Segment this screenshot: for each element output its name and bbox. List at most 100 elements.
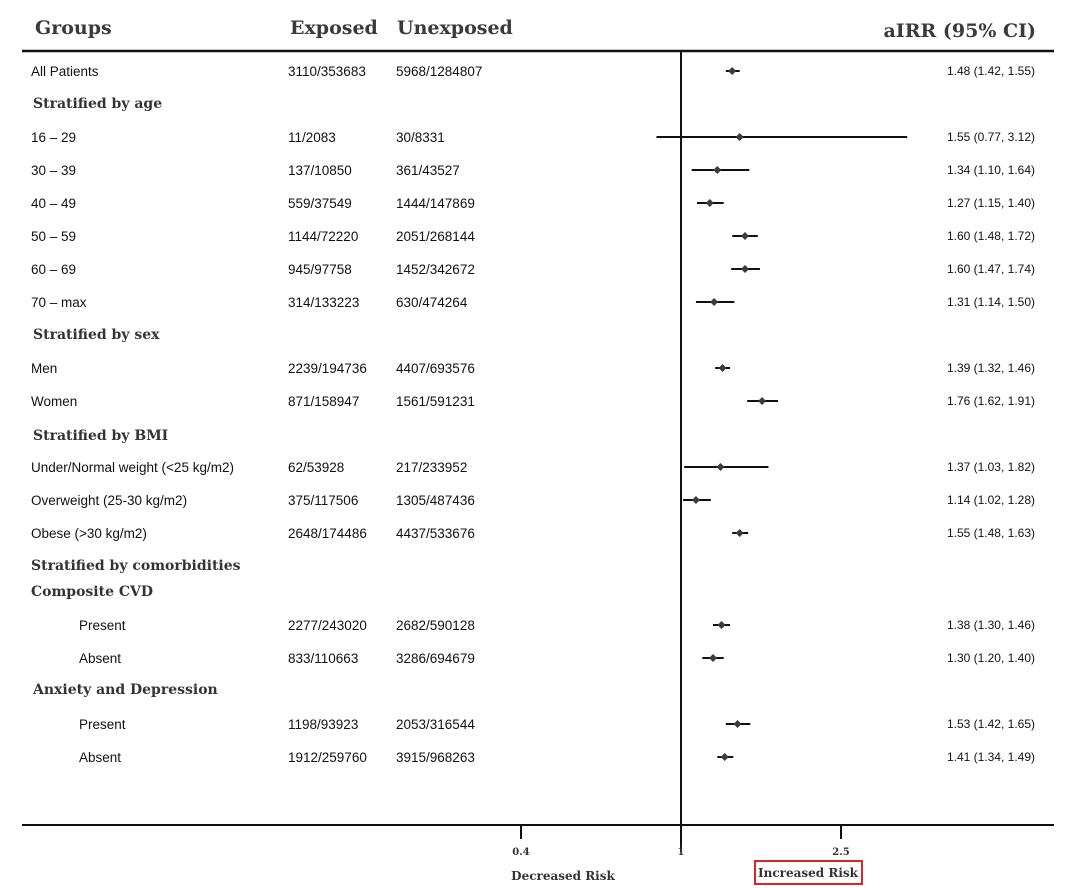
- row-unexposed: 30/8331: [396, 130, 445, 145]
- row-unexposed: 1452/342672: [396, 262, 475, 277]
- row-label: Obese (>30 kg/m2): [31, 526, 147, 541]
- forest-row: All Patients 3110/353683 5968/1284807 1.48 …: [31, 64, 1035, 79]
- row-exposed: 2239/194736: [288, 361, 367, 376]
- point-estimate: [728, 67, 737, 75]
- row-unexposed: 3286/694679: [396, 651, 475, 666]
- forest-row: 60 – 69 945/97758 1452/342672 1.60 (1.47, 1…: [31, 262, 1035, 277]
- header-airr: aIRR (95% CI): [884, 20, 1037, 42]
- row-ci-text: 1.34 (1.10, 1.64): [947, 163, 1035, 177]
- row-ci-text: 1.76 (1.62, 1.91): [947, 394, 1035, 408]
- row-unexposed: 1444/147869: [396, 196, 475, 211]
- section-anxiety: Anxiety and Depression: [32, 682, 218, 698]
- point-estimate: [709, 654, 717, 662]
- point-estimate: [691, 496, 700, 504]
- row-unexposed: 5968/1284807: [396, 64, 482, 79]
- forest-row: Men 2239/194736 4407/693576 1.39 (1.32, 1.4…: [31, 361, 1035, 376]
- header-groups: Groups: [35, 17, 112, 39]
- row-ci-text: 1.53 (1.42, 1.65): [947, 717, 1035, 731]
- row-exposed: 314/133223: [288, 295, 359, 310]
- point-estimate: [716, 463, 725, 471]
- point-estimate: [718, 364, 727, 372]
- x-tick-label: 2.5: [832, 847, 849, 858]
- row-label: 50 – 59: [31, 229, 76, 244]
- x-tick-label: 1: [678, 847, 685, 858]
- row-ci-text: 1.30 (1.20, 1.40): [947, 651, 1035, 665]
- x-axis-ticks: 0.4 1 2.5: [512, 825, 850, 858]
- row-label: 16 – 29: [31, 130, 76, 145]
- row-unexposed: 1305/487436: [396, 493, 475, 508]
- point-estimate: [717, 621, 726, 629]
- row-exposed: 2277/243020: [288, 618, 367, 633]
- row-exposed: 871/158947: [288, 394, 359, 409]
- header-unexposed: Unexposed: [397, 17, 513, 39]
- row-ci-text: 1.27 (1.15, 1.40): [947, 196, 1035, 210]
- row-label: All Patients: [31, 64, 99, 79]
- row-label: 40 – 49: [31, 196, 76, 211]
- row-label: Present: [79, 618, 126, 633]
- forest-row: 40 – 49 559/37549 1444/147869 1.27 (1.15, 1…: [31, 196, 1035, 211]
- forest-row: Overweight (25-30 kg/m2) 375/117506 1305/4…: [31, 493, 1035, 508]
- forest-row: Women 871/158947 1561/591231 1.76 (1.62, 1.…: [31, 394, 1035, 409]
- row-ci-text: 1.14 (1.02, 1.28): [947, 493, 1035, 507]
- row-exposed: 375/117506: [288, 493, 358, 508]
- forest-row: Absent 1912/259760 3915/968263 1.41 (1.34, …: [79, 750, 1035, 765]
- row-unexposed: 4407/693576: [396, 361, 475, 376]
- section-sex: Stratified by sex: [33, 327, 160, 343]
- row-unexposed: 3915/968263: [396, 750, 475, 765]
- row-exposed: 11/2083: [288, 130, 336, 145]
- section-bmi: Stratified by BMI: [33, 428, 168, 444]
- forest-row: 16 – 29 11/2083 30/8331 1.55 (0.77, 3.12): [31, 130, 1035, 145]
- row-ci-text: 1.60 (1.48, 1.72): [947, 229, 1035, 243]
- row-unexposed: 217/233952: [396, 460, 467, 475]
- forest-row: 50 – 59 1144/72220 2051/268144 1.60 (1.48, …: [31, 229, 1035, 244]
- section-age: Stratified by age: [33, 96, 162, 112]
- section-cvd: Composite CVD: [31, 584, 153, 600]
- row-label: 30 – 39: [31, 163, 76, 178]
- row-ci-text: 1.48 (1.42, 1.55): [947, 64, 1035, 78]
- row-ci-text: 1.37 (1.03, 1.82): [947, 460, 1035, 474]
- row-unexposed: 630/474264: [396, 295, 468, 310]
- point-estimate: [735, 133, 744, 141]
- forest-row: 30 – 39 137/10850 361/43527 1.34 (1.10, 1.6…: [31, 163, 1035, 178]
- row-exposed: 3110/353683: [288, 64, 366, 79]
- row-ci-text: 1.55 (0.77, 3.12): [947, 130, 1035, 144]
- point-estimate: [733, 720, 742, 728]
- header-exposed: Exposed: [290, 17, 378, 39]
- x-tick-label: 0.4: [512, 847, 529, 858]
- row-exposed: 945/97758: [288, 262, 352, 277]
- row-ci-text: 1.31 (1.14, 1.50): [947, 295, 1035, 309]
- row-exposed: 1912/259760: [288, 750, 367, 765]
- row-unexposed: 361/43527: [396, 163, 460, 178]
- row-ci-text: 1.55 (1.48, 1.63): [947, 526, 1035, 540]
- row-exposed: 1144/72220: [288, 229, 358, 244]
- data-rows: All Patients 3110/353683 5968/1284807 1.48 …: [31, 64, 1035, 765]
- point-estimate: [735, 529, 744, 537]
- row-unexposed: 2051/268144: [396, 229, 475, 244]
- forest-row: Present 2277/243020 2682/590128 1.38 (1.30,…: [79, 618, 1035, 633]
- row-label: Overweight (25-30 kg/m2): [31, 493, 187, 508]
- row-label: Present: [79, 717, 126, 732]
- row-label: Men: [31, 361, 57, 376]
- decreased-risk-label: Decreased Risk: [511, 869, 615, 883]
- row-label: Absent: [79, 750, 121, 765]
- increased-risk-label: Increased Risk: [758, 866, 859, 880]
- row-ci-text: 1.38 (1.30, 1.46): [947, 618, 1035, 632]
- row-unexposed: 2053/316544: [396, 717, 475, 732]
- forest-row: Obese (>30 kg/m2) 2648/174486 4437/533676 1…: [31, 526, 1035, 541]
- point-estimate: [741, 232, 749, 240]
- point-estimate: [705, 199, 714, 207]
- forest-row: 70 – max 314/133223 630/474264 1.31 (1.14, …: [31, 295, 1035, 310]
- row-exposed: 62/53928: [288, 460, 344, 475]
- point-estimate: [710, 298, 719, 306]
- row-ci-text: 1.41 (1.34, 1.49): [947, 750, 1035, 764]
- forest-row: Absent 833/110663 3286/694679 1.30 (1.20, 1…: [79, 651, 1035, 666]
- point-estimate: [720, 753, 729, 761]
- row-label: Under/Normal weight (<25 kg/m2): [31, 460, 234, 475]
- increased-risk-box: [754, 860, 863, 885]
- row-label: Absent: [79, 651, 121, 666]
- forest-row: Present 1198/93923 2053/316544 1.53 (1.42, …: [79, 717, 1035, 732]
- forest-row: Under/Normal weight (<25 kg/m2) 62/53928 2…: [31, 460, 1035, 475]
- row-label: 70 – max: [31, 295, 87, 310]
- point-estimate: [713, 166, 722, 174]
